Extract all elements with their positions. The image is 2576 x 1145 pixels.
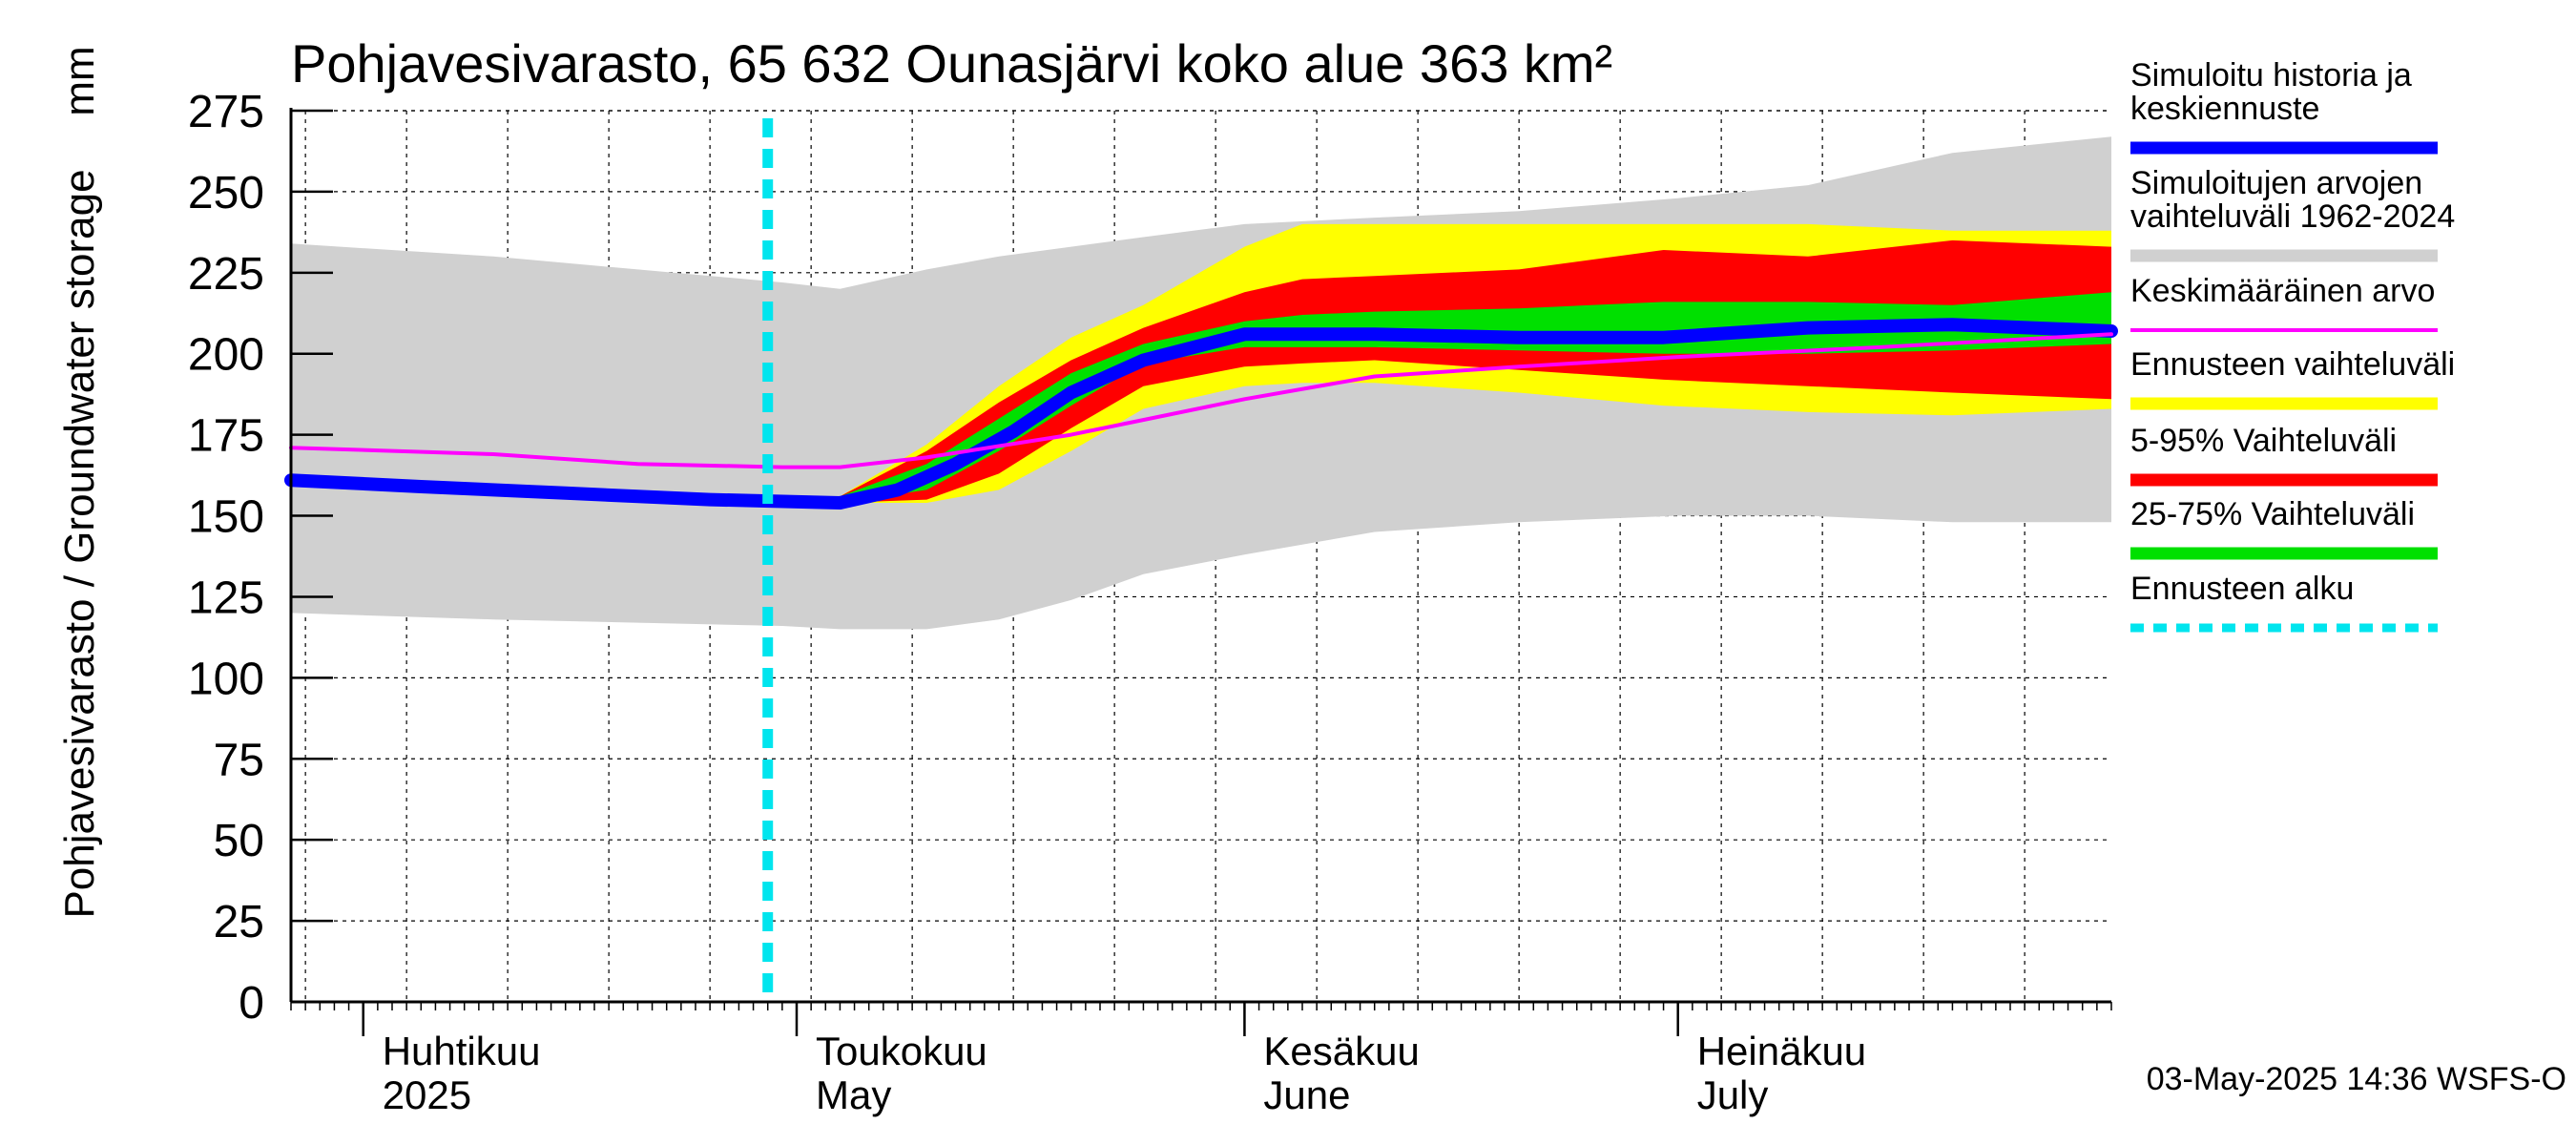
y-tick-label: 125 [188,572,264,623]
x-month-label: Huhtikuu [383,1029,541,1073]
x-month-label: Toukokuu [816,1029,987,1073]
y-tick-label: 100 [188,654,264,704]
y-axis-label: Pohjavesivarasto / Groundwater storage [56,169,103,918]
x-month-label-en: July [1697,1072,1769,1117]
legend-label: Simuloitujen arvojen [2130,165,2422,201]
y-tick-label: 50 [214,816,264,866]
y-tick-label: 150 [188,492,264,543]
y-axis-unit: mm [56,46,103,115]
legend-label: vaihteluväli 1962-2024 [2130,198,2455,235]
x-month-label-en: 2025 [383,1072,471,1117]
legend-label: Ennusteen alku [2130,571,2354,607]
footer-timestamp: 03-May-2025 14:36 WSFS-O [2147,1061,2566,1097]
legend-label: keskiennuste [2130,91,2319,127]
legend-label: 5-95% Vaihteluväli [2130,423,2397,459]
series-lines [284,118,2118,1002]
y-tick-label: 225 [188,249,264,300]
x-month-label: Heinäkuu [1697,1029,1866,1073]
legend-label: Keskimääräinen arvo [2130,273,2435,309]
x-month-label-en: May [816,1072,891,1117]
y-tick-label: 25 [214,897,264,947]
y-tick-label: 0 [239,978,264,1029]
legend-label: Ennusteen vaihteluväli [2130,346,2455,383]
legend-label: Simuloitu historia ja [2130,57,2412,94]
x-month-label-en: June [1263,1072,1350,1117]
series-line [284,318,2118,510]
band-area [840,292,2111,503]
x-month-label: Kesäkuu [1263,1029,1419,1073]
chart-title: Pohjavesivarasto, 65 632 Ounasjärvi koko… [291,33,1612,94]
y-tick-label: 275 [188,87,264,137]
legend-label: 25-75% Vaihteluväli [2130,496,2415,532]
y-tick-label: 175 [188,411,264,462]
y-tick-label: 75 [214,735,264,785]
series-line [289,332,2113,469]
y-tick-label: 250 [188,168,264,219]
y-tick-label: 200 [188,330,264,381]
axes: 0 25 50 75 100 125 150 175 200 225 250 275 Huhtikuu2… [188,87,2112,1117]
